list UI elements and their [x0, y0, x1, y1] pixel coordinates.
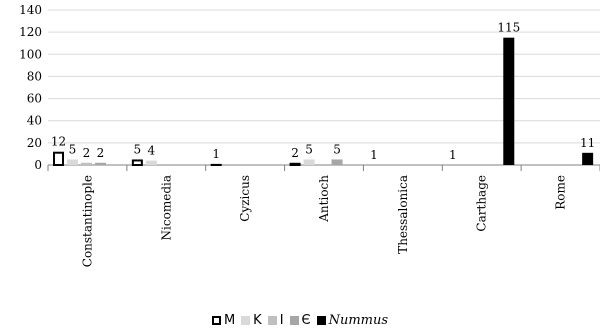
bar-m-nicomedia: [131, 159, 143, 166]
y-tick-label: 40: [27, 114, 42, 128]
legend: M K I Є Nummus: [0, 313, 600, 329]
data-label: 115: [497, 21, 520, 35]
data-label: 1: [370, 148, 378, 162]
legend-swatch: [241, 316, 251, 325]
bar-k-antioch: [303, 159, 315, 165]
data-label: 4: [148, 144, 156, 158]
x-category-label: Carthage: [475, 175, 489, 232]
bar-nummus-rome: [582, 152, 594, 165]
x-category-label: Cyzicus: [238, 175, 252, 222]
legend-item-nummus: Nummus: [316, 313, 389, 328]
bar-nummus-carthage: [503, 37, 515, 165]
data-label: 2: [291, 146, 299, 160]
gridlines: [48, 9, 600, 166]
data-label: 5: [69, 142, 77, 156]
y-tick-label: 100: [19, 47, 42, 61]
y-tick-label: 120: [19, 25, 42, 39]
bar-m-antioch: [289, 162, 301, 167]
legend-item-k: K: [241, 313, 262, 328]
legend-label: M: [223, 313, 236, 328]
y-tick-label: 80: [27, 69, 42, 83]
legend-item-m: M: [211, 313, 236, 328]
legend-label: I: [279, 313, 284, 328]
category-labels: Constantinople Nicomedia Cyzicus Antioch The…: [80, 175, 567, 268]
bars: [53, 37, 594, 167]
legend-label: Nummus: [328, 313, 389, 328]
y-tick-label: 20: [27, 136, 42, 150]
data-label: 5: [333, 142, 341, 156]
y-axis-ticks: 0 20 40 60 80 100 120 140: [19, 3, 42, 172]
axes: [47, 164, 600, 171]
x-category-label: Thessalonica: [396, 175, 410, 254]
y-tick-label: 60: [27, 92, 42, 106]
y-tick-label: 140: [19, 3, 42, 17]
legend-label: K: [253, 313, 262, 328]
data-label: 2: [97, 146, 105, 160]
x-category-label: Nicomedia: [159, 175, 173, 240]
x-category-label: Rome: [554, 175, 568, 210]
data-label: 2: [83, 146, 91, 160]
data-label: 1: [212, 147, 220, 161]
data-label: 1: [449, 148, 457, 162]
data-label: 12: [51, 135, 66, 149]
legend-item-є: Є: [289, 313, 311, 328]
bar-є-constantinople: [95, 162, 106, 165]
bar-k-nicomedia: [145, 160, 157, 165]
legend-swatch: [316, 316, 326, 325]
legend-label: Є: [301, 313, 311, 328]
legend-swatch: [289, 316, 299, 325]
x-category-label: Antioch: [317, 175, 331, 223]
y-tick-label: 0: [34, 158, 42, 172]
bar-є-antioch: [331, 159, 343, 165]
legend-swatch: [267, 316, 277, 325]
bar-k-constantinople: [67, 159, 78, 165]
data-label: 11: [580, 136, 595, 150]
legend-swatch: [211, 316, 221, 325]
data-label: 5: [134, 142, 142, 156]
x-category-label: Constantinople: [80, 175, 94, 267]
data-label: 5: [305, 142, 313, 156]
legend-item-i: I: [267, 313, 284, 328]
bar-i-constantinople: [81, 162, 92, 165]
bar-m-constantinople: [53, 151, 64, 166]
